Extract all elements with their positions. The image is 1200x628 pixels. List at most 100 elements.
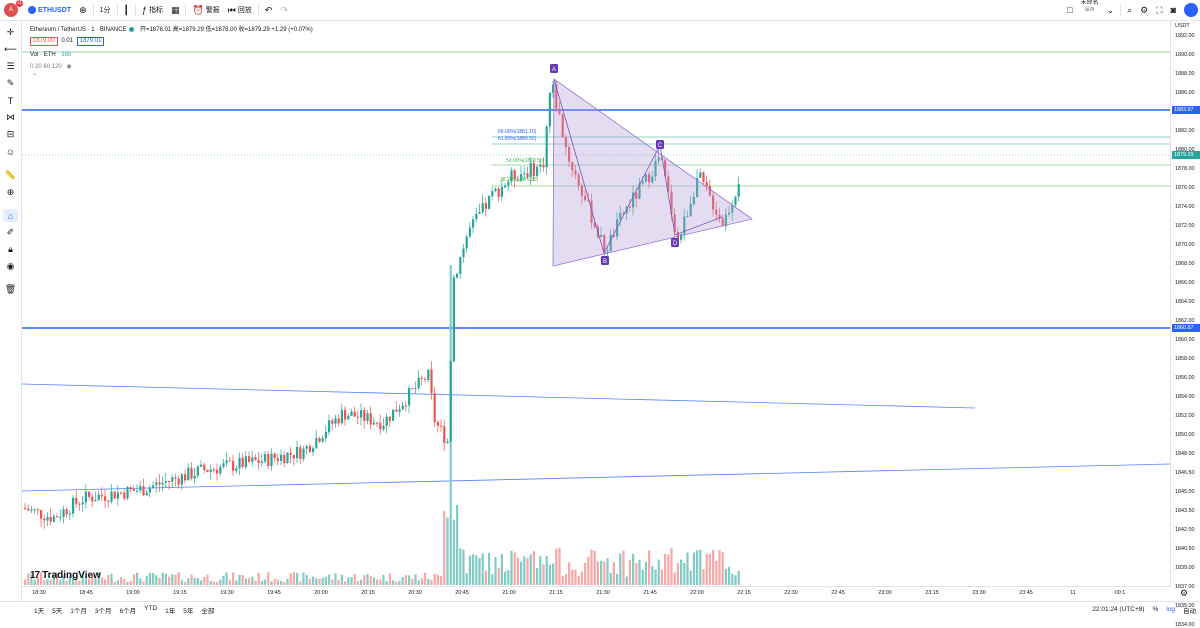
avatar-letter: A — [8, 7, 13, 13]
eye-icon[interactable]: ◉ — [66, 64, 72, 70]
candle-body — [100, 494, 103, 497]
currency-label[interactable]: USDT — [1175, 23, 1190, 29]
volume-bar — [443, 510, 446, 585]
volume-bar — [641, 569, 644, 585]
top-toolbar: A 11 ETHUSDT ⊕ 1分 ┃ ƒ 指标 ▦ ⏰ 警报 ⏮ 回放 ↶ ↷… — [0, 0, 1200, 21]
volume-bar — [414, 574, 417, 585]
chart-settings-icon[interactable]: ⚙ — [1180, 588, 1189, 598]
indicators-button[interactable]: ƒ 指标 — [138, 0, 167, 20]
zoom-tool[interactable]: ⊕ — [3, 186, 18, 199]
volume-bar — [459, 548, 462, 585]
range-button[interactable]: 6个月 — [119, 607, 137, 615]
redo-button[interactable]: ↷ — [276, 0, 292, 20]
candle-body — [267, 454, 270, 467]
candle-body — [571, 161, 574, 171]
candle-body — [500, 187, 503, 197]
volume-bar — [270, 581, 273, 585]
measure-tool[interactable]: 📏 — [3, 169, 18, 182]
hide-drawings-tool[interactable]: ◉ — [3, 260, 18, 273]
layout-menu-button[interactable]: ⌄ — [1103, 0, 1119, 20]
price-tick-label: 1874.00 — [1175, 204, 1195, 210]
range-button[interactable]: 1年 — [165, 607, 176, 615]
text-tool[interactable]: T — [3, 94, 18, 107]
log-toggle[interactable]: log — [1166, 606, 1175, 613]
replay-button[interactable]: ⏮ 回放 — [224, 0, 256, 20]
quick-search-button[interactable]: ⌕ — [1123, 0, 1136, 20]
volume-bar — [702, 569, 705, 585]
volume-bar — [196, 577, 199, 585]
pen-tool[interactable]: ✎ — [3, 77, 18, 90]
remove-drawings-tool[interactable]: 🗑︎ — [3, 283, 18, 296]
percent-toggle[interactable]: % — [1152, 606, 1159, 613]
volume-bar — [145, 575, 148, 585]
candle-body — [30, 509, 33, 511]
candle-body — [548, 92, 551, 127]
price-tick-label: 1835.00 — [1175, 603, 1195, 609]
compare-symbol-button[interactable]: ⊕ — [75, 0, 91, 20]
emoji-tool[interactable]: ☺ — [3, 145, 18, 158]
buy-sell-panel: 1879.00 0.01 1879.01 — [30, 37, 105, 46]
price-axis[interactable]: USDT 1892.001890.001888.001886.001884.00… — [1170, 21, 1200, 628]
range-button[interactable]: 1个月 — [70, 607, 87, 615]
pattern-point-marker — [550, 64, 558, 73]
range-button[interactable]: 5天 — [52, 607, 63, 615]
candle-body — [328, 420, 331, 433]
volume-bar — [401, 577, 404, 585]
pattern-tool[interactable]: ⋈ — [3, 111, 18, 124]
magnet-tool[interactable]: ⌂ — [3, 209, 18, 222]
range-button[interactable]: YTD — [144, 604, 158, 612]
price-tick-label: 1843.50 — [1175, 508, 1195, 514]
undo-button[interactable]: ↶ — [261, 0, 277, 20]
volume-bar — [84, 575, 87, 585]
price-tick-label: 1845.00 — [1175, 489, 1195, 495]
sell-button[interactable]: 1879.00 — [30, 37, 58, 46]
zoom-in-icon: ⊕ — [6, 187, 15, 197]
lock-drawings-tool[interactable]: 🔒︎ — [3, 243, 18, 256]
candle-body — [468, 227, 471, 237]
volume-bar — [417, 580, 420, 585]
price-tick-label: 1892.00 — [1175, 33, 1195, 39]
collapse-legend-button[interactable]: ⌃ — [32, 73, 37, 80]
hline-price-label: 1860.87 — [1172, 324, 1200, 332]
time-tick-label: 22:00 — [690, 590, 704, 596]
save-layout-button[interactable]: 未命名 保存 — [1077, 0, 1103, 20]
volume-bar — [564, 574, 567, 585]
candle-body — [731, 205, 734, 213]
volume-bar — [424, 572, 427, 585]
templates-button[interactable]: ▦ — [167, 0, 184, 20]
trendline-tool[interactable]: ⟵ — [3, 43, 18, 56]
volume-bar — [155, 575, 158, 585]
layout-button[interactable]: □ — [1063, 0, 1076, 20]
stay-in-drawing-tool[interactable]: ✐ — [3, 226, 18, 239]
fib-tool[interactable]: ☰ — [3, 60, 18, 73]
volume-bar — [347, 577, 350, 585]
clock-label[interactable]: 22:01:24 (UTC+8) — [1092, 606, 1145, 613]
time-axis[interactable]: 18:30 18:45 19:00 19:15 19:30 19:45 20:00 20:15… — [22, 586, 1170, 601]
range-button[interactable]: 3个月 — [94, 607, 112, 615]
user-avatar[interactable]: A 11 — [4, 0, 23, 17]
settings-button[interactable]: ⚙ — [1136, 0, 1152, 20]
auto-toggle[interactable]: 自动 — [1183, 607, 1196, 615]
volume-bar — [376, 579, 379, 585]
alert-button[interactable]: ⏰ 警报 — [188, 0, 223, 20]
snapshot-button[interactable]: ◙ — [1167, 0, 1180, 20]
chart-legend: Ethereum / TetherUS · 1 · BINANCE 开=1878… — [30, 24, 313, 33]
volume-bar — [136, 572, 139, 585]
range-button[interactable]: 5年 — [183, 607, 194, 615]
volume-bar — [523, 556, 526, 585]
interval-button[interactable]: 1分 — [96, 0, 115, 20]
prediction-tool[interactable]: ⊟ — [3, 128, 18, 141]
symbol-search-button[interactable]: ETHUSDT — [24, 0, 75, 20]
price-chart[interactable]: A B C D — [22, 21, 1170, 586]
candle-body — [81, 502, 84, 505]
range-button[interactable]: 1天 — [34, 607, 45, 615]
volume-label: Vol · ETH — [30, 52, 56, 58]
publish-button[interactable] — [1184, 3, 1198, 17]
fullscreen-button[interactable]: ⛶ — [1152, 0, 1166, 20]
chart-type-button[interactable]: ┃ — [120, 0, 133, 20]
range-button[interactable]: 全部 — [201, 607, 215, 615]
buy-button[interactable]: 1879.01 — [76, 37, 105, 46]
volume-bar — [478, 557, 481, 585]
candle-body — [78, 503, 81, 505]
crosshair-tool[interactable]: ✛ — [3, 26, 18, 39]
